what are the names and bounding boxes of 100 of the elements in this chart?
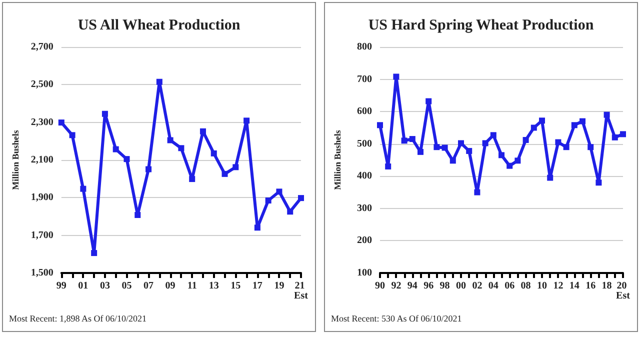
point [58,120,64,126]
point [474,189,480,196]
point [498,152,504,158]
point [377,122,383,128]
x-tick-label: 10 [537,280,547,292]
point [596,180,602,186]
point [112,146,119,152]
x-tick-label: 20 Est [616,280,631,302]
point [506,162,513,169]
point [604,112,610,118]
point [482,140,488,146]
point [434,144,440,150]
point [124,156,130,162]
point [80,186,86,192]
text: Most Recent: 1,898 As Of 06/10/2021 [9,314,146,324]
x-tick-label: 96 [424,280,434,292]
x-tick-label: 17 [252,280,262,292]
x-tick-label: 16 [586,280,596,292]
x-tick-label: 99 [56,280,66,292]
y-tick-label: 600 [357,106,372,118]
point [146,166,152,172]
point [393,74,400,80]
point [91,250,98,256]
point [222,170,228,177]
x-tick-label: 05 [122,280,132,292]
x-tick-label: 08 [520,280,531,292]
point [287,208,294,215]
point [426,98,432,104]
x-tick-label: 09 [165,280,176,292]
point [276,188,282,195]
y-tick-label: 400 [357,170,372,182]
y-tick-label: 2,700 [30,42,54,52]
point [466,148,472,154]
y-axis-title: Million Bushels [10,130,20,190]
point [69,132,76,138]
y-axis-title: Million Bushels [332,130,342,190]
x-tick-label: 07 [144,280,154,292]
y-tick-label: 700 [357,74,372,85]
y-tick-label: 2,100 [30,154,54,166]
point [490,132,496,138]
point [189,176,196,182]
point [530,124,537,131]
x-tick-label: 01 [78,280,88,292]
x-tick-label: 12 [553,280,564,292]
y-tick-label: 2,500 [30,79,54,90]
point [547,174,554,181]
point [254,224,260,231]
x-tick-label: 21 Est [294,280,309,302]
x-tick-label: 18 [602,280,612,292]
y-tick-label: 2,300 [30,116,54,128]
x-tick-label: 02 [472,280,482,292]
point [418,148,424,155]
point [156,78,162,85]
point [298,195,304,202]
y-tick-label: 1,500 [30,268,54,278]
point [555,139,562,146]
point [588,144,594,150]
y-tick-label: 200 [357,235,372,246]
x-tick-label: 14 [569,280,580,292]
x-tick-label: 06 [504,280,515,292]
x-tick-label: 98 [440,280,450,292]
chart-title: US All Wheat Production [78,18,241,34]
y-tick-label: 800 [357,42,372,52]
point [571,122,578,128]
x-tick-label: 94 [407,280,418,292]
point [401,138,408,144]
y-tick-label: 500 [357,138,372,150]
point [244,118,250,124]
chart-title: US Hard Spring Wheat Production [368,18,594,34]
point [522,136,529,143]
point [265,197,272,204]
x-tick-label: 13 [208,280,219,292]
point [442,144,448,151]
point [134,212,141,218]
point [385,163,392,170]
x-tick-label: 03 [100,280,110,292]
x-tick-label: 04 [488,280,498,292]
point [620,131,626,138]
y-tick-label: 100 [357,268,372,278]
x-tick-label: 92 [391,280,402,292]
point [580,118,586,124]
x-tick-label: 19 [274,280,284,292]
point [178,145,184,152]
x-tick-label: 15 [230,280,241,292]
x-tick-label: 11 [187,280,197,292]
point [539,118,545,124]
y-tick-label: 1,900 [30,192,54,204]
point [167,137,174,144]
point [232,164,239,170]
y-tick-label: 300 [357,202,372,214]
y-tick-label: 1,700 [30,230,54,241]
x-tick-label: 00 [456,280,466,292]
text: Most Recent: 530 As Of 06/10/2021 [331,314,462,324]
point [563,144,570,150]
point [200,128,206,134]
point [409,136,416,142]
point [612,134,618,140]
point [102,110,108,117]
point [458,140,464,146]
point [514,158,521,164]
